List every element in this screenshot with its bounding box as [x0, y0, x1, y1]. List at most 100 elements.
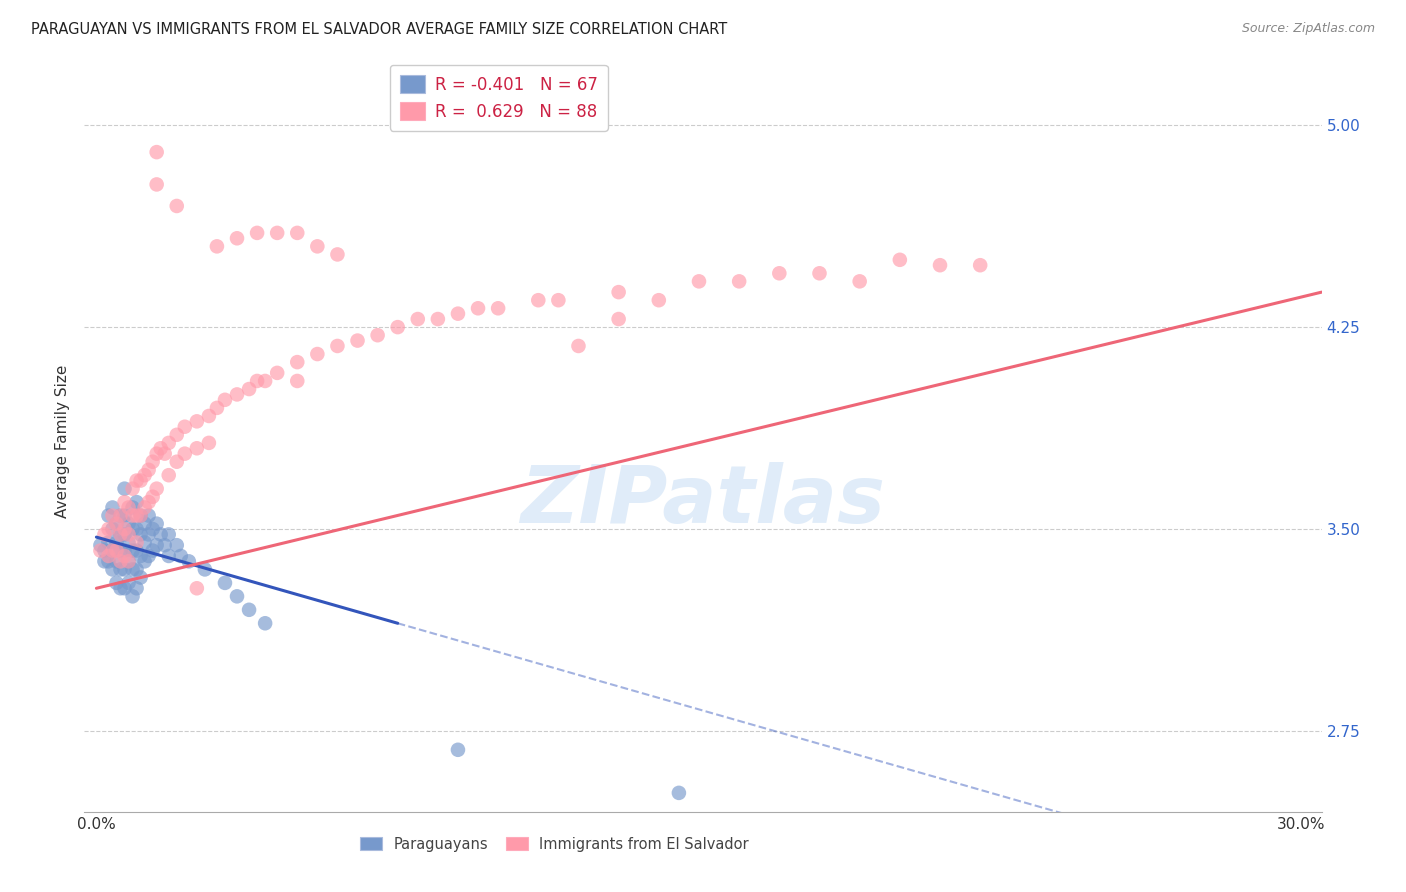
Point [105, 516, 128, 531]
Point [266, 226, 288, 240]
Point [114, 482, 136, 496]
Point [848, 274, 870, 288]
Point [138, 527, 160, 541]
Point [121, 562, 143, 576]
Point [307, 347, 329, 361]
Point [114, 508, 136, 523]
Point [307, 239, 329, 253]
Point [117, 516, 139, 531]
Point [285, 355, 308, 369]
Point [688, 274, 710, 288]
Point [117, 500, 139, 515]
Point [138, 508, 160, 523]
Point [387, 320, 409, 334]
Point [607, 312, 630, 326]
Point [97, 549, 120, 563]
Point [105, 543, 128, 558]
Point [194, 562, 217, 576]
Point [129, 527, 152, 541]
Point [367, 328, 389, 343]
Point [254, 374, 277, 388]
Point [186, 581, 208, 595]
Point [607, 285, 630, 299]
Point [547, 293, 569, 308]
Point [527, 293, 550, 308]
Point [93, 554, 115, 568]
Point [467, 301, 489, 316]
Point [170, 549, 193, 563]
Point [254, 616, 277, 631]
Point [97, 522, 120, 536]
Point [129, 549, 152, 563]
Point [145, 178, 167, 192]
Point [101, 522, 124, 536]
Point [129, 508, 152, 523]
Text: Source: ZipAtlas.com: Source: ZipAtlas.com [1241, 22, 1375, 36]
Point [129, 474, 152, 488]
Point [153, 538, 176, 552]
Point [166, 199, 188, 213]
Point [157, 549, 180, 563]
Point [142, 490, 165, 504]
Point [101, 508, 124, 523]
Point [173, 419, 195, 434]
Point [125, 562, 148, 576]
Point [166, 538, 188, 552]
Point [117, 527, 139, 541]
Point [121, 522, 143, 536]
Point [114, 549, 136, 563]
Point [117, 575, 139, 590]
Point [186, 414, 208, 428]
Point [114, 562, 136, 576]
Point [101, 562, 124, 576]
Point [125, 508, 148, 523]
Point [110, 554, 132, 568]
Text: ZIPatlas: ZIPatlas [520, 462, 886, 540]
Point [105, 516, 128, 531]
Point [226, 231, 249, 245]
Point [110, 581, 132, 595]
Point [149, 442, 172, 456]
Point [134, 554, 156, 568]
Point [129, 570, 152, 584]
Point [889, 252, 911, 267]
Point [110, 508, 132, 523]
Y-axis label: Average Family Size: Average Family Size [55, 365, 70, 518]
Point [447, 307, 470, 321]
Point [125, 543, 148, 558]
Point [246, 226, 269, 240]
Point [198, 409, 221, 423]
Point [114, 495, 136, 509]
Point [447, 743, 470, 757]
Point [145, 145, 167, 160]
Point [89, 543, 111, 558]
Point [145, 447, 167, 461]
Point [808, 266, 831, 280]
Legend: Paraguayans, Immigrants from El Salvador: Paraguayans, Immigrants from El Salvador [354, 831, 755, 858]
Point [153, 447, 176, 461]
Point [648, 293, 671, 308]
Point [929, 258, 952, 272]
Point [121, 543, 143, 558]
Point [138, 463, 160, 477]
Point [214, 575, 236, 590]
Point [149, 527, 172, 541]
Point [117, 554, 139, 568]
Point [101, 500, 124, 515]
Point [93, 527, 115, 541]
Point [157, 527, 180, 541]
Point [121, 500, 143, 515]
Point [668, 786, 690, 800]
Point [226, 590, 249, 604]
Point [486, 301, 509, 316]
Point [93, 543, 115, 558]
Point [226, 387, 249, 401]
Point [969, 258, 991, 272]
Point [205, 239, 228, 253]
Point [142, 522, 165, 536]
Point [114, 581, 136, 595]
Point [121, 508, 143, 523]
Point [285, 374, 308, 388]
Point [134, 516, 156, 531]
Point [97, 554, 120, 568]
